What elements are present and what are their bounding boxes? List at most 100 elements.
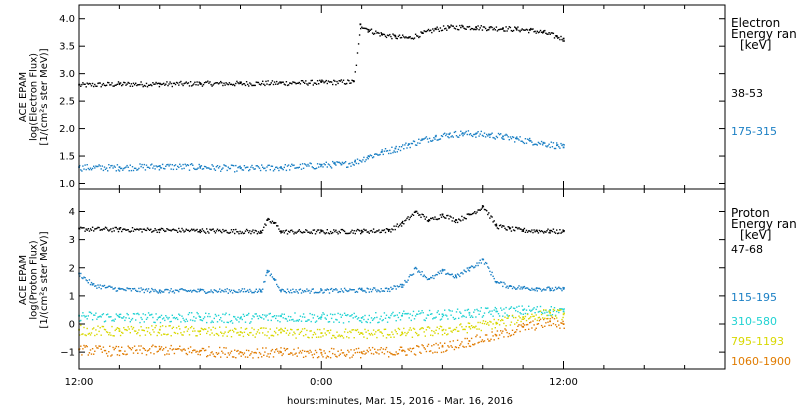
data-point bbox=[281, 328, 283, 331]
data-point bbox=[463, 315, 465, 318]
data-point bbox=[258, 351, 261, 354]
data-point bbox=[400, 346, 403, 348]
data-point bbox=[465, 271, 467, 273]
data-point bbox=[313, 314, 316, 316]
data-point bbox=[152, 230, 154, 233]
data-point bbox=[213, 317, 215, 320]
data-point bbox=[300, 330, 303, 333]
data-point bbox=[483, 323, 486, 325]
data-point bbox=[163, 229, 165, 231]
data-point bbox=[533, 229, 535, 231]
data-point bbox=[149, 348, 151, 350]
data-point bbox=[198, 163, 200, 166]
data-point bbox=[219, 165, 221, 168]
data-point bbox=[203, 82, 206, 84]
data-point bbox=[563, 308, 565, 310]
data-point bbox=[114, 226, 116, 229]
data-point bbox=[197, 231, 199, 233]
data-point bbox=[192, 330, 194, 332]
data-point bbox=[101, 325, 103, 328]
data-point bbox=[210, 168, 212, 170]
data-point bbox=[271, 165, 274, 167]
data-point bbox=[528, 318, 530, 320]
data-point bbox=[333, 288, 335, 291]
data-point bbox=[147, 327, 150, 329]
data-point bbox=[374, 231, 376, 234]
data-point bbox=[454, 28, 457, 30]
data-point bbox=[538, 319, 541, 322]
data-point-anchor bbox=[320, 81, 323, 83]
data-point bbox=[438, 347, 440, 349]
data-point bbox=[104, 287, 107, 289]
data-point bbox=[414, 331, 417, 334]
data-point bbox=[453, 348, 456, 351]
data-point bbox=[230, 289, 233, 291]
data-point bbox=[234, 171, 236, 173]
data-point bbox=[523, 317, 526, 320]
data-point bbox=[88, 311, 91, 313]
data-point bbox=[554, 35, 557, 37]
data-point bbox=[418, 310, 420, 312]
data-point bbox=[372, 156, 375, 158]
legend-entry-47-68: 47-68 bbox=[731, 243, 763, 256]
data-point bbox=[252, 167, 254, 169]
data-point bbox=[563, 287, 565, 289]
data-point bbox=[237, 291, 239, 294]
data-point bbox=[304, 163, 306, 165]
data-point bbox=[187, 313, 190, 316]
data-point bbox=[384, 35, 387, 37]
data-point bbox=[405, 354, 407, 356]
data-point bbox=[549, 318, 551, 320]
data-point bbox=[170, 320, 172, 323]
data-point bbox=[173, 165, 176, 167]
data-point bbox=[370, 229, 373, 232]
data-point bbox=[418, 270, 420, 272]
data-point bbox=[496, 322, 499, 325]
data-point bbox=[89, 334, 92, 336]
data-point bbox=[330, 317, 333, 320]
data-point bbox=[267, 319, 269, 321]
data-point bbox=[341, 314, 344, 316]
data-point bbox=[250, 290, 252, 292]
data-point bbox=[478, 328, 480, 330]
data-point bbox=[531, 327, 533, 329]
data-point bbox=[342, 229, 345, 232]
data-point bbox=[377, 154, 379, 156]
data-point bbox=[494, 138, 496, 140]
data-point bbox=[430, 140, 432, 142]
data-point-anchor bbox=[381, 150, 383, 153]
data-point bbox=[241, 169, 243, 171]
data-point bbox=[217, 290, 220, 293]
data-point bbox=[254, 351, 256, 354]
data-point bbox=[251, 318, 253, 320]
data-point bbox=[325, 232, 327, 234]
data-point bbox=[430, 334, 432, 336]
data-point bbox=[157, 350, 159, 352]
proton-y-tick-label: 3 bbox=[69, 235, 75, 246]
data-point bbox=[544, 289, 546, 291]
data-point bbox=[272, 315, 275, 318]
data-point bbox=[174, 83, 177, 86]
data-point-anchor bbox=[562, 230, 565, 233]
data-point bbox=[521, 318, 523, 320]
data-point bbox=[151, 84, 153, 87]
data-point bbox=[275, 279, 277, 281]
data-point bbox=[84, 316, 86, 318]
data-point bbox=[549, 314, 551, 316]
data-point bbox=[311, 313, 313, 316]
data-point bbox=[153, 321, 155, 323]
data-point-anchor bbox=[280, 230, 282, 233]
data-point bbox=[167, 163, 169, 166]
data-point bbox=[214, 232, 217, 234]
data-point bbox=[172, 317, 175, 319]
data-point bbox=[343, 83, 346, 85]
data-point bbox=[458, 218, 460, 220]
data-point bbox=[404, 37, 406, 39]
data-point bbox=[363, 27, 365, 29]
data-point bbox=[430, 313, 432, 315]
data-point-anchor bbox=[199, 330, 202, 332]
data-point bbox=[557, 320, 559, 322]
data-point bbox=[160, 83, 163, 86]
data-point bbox=[545, 289, 547, 291]
data-point bbox=[533, 143, 535, 146]
